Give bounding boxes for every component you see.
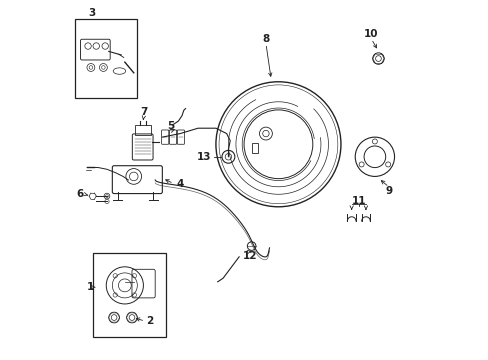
Text: 2: 2 xyxy=(146,316,153,326)
Text: 8: 8 xyxy=(262,34,269,44)
Bar xyxy=(75,19,137,98)
Text: 9: 9 xyxy=(385,186,392,197)
Text: 10: 10 xyxy=(364,29,378,39)
Text: 5: 5 xyxy=(167,121,175,131)
Text: 7: 7 xyxy=(140,107,147,117)
Bar xyxy=(93,253,165,337)
Bar xyxy=(252,143,258,153)
Text: 3: 3 xyxy=(88,8,95,18)
Text: 13: 13 xyxy=(197,152,211,162)
Text: 12: 12 xyxy=(242,251,257,261)
Text: 11: 11 xyxy=(351,197,366,206)
Text: 4: 4 xyxy=(176,179,183,189)
Text: 6: 6 xyxy=(77,189,83,199)
Bar xyxy=(135,125,150,135)
Text: 1: 1 xyxy=(87,282,94,292)
